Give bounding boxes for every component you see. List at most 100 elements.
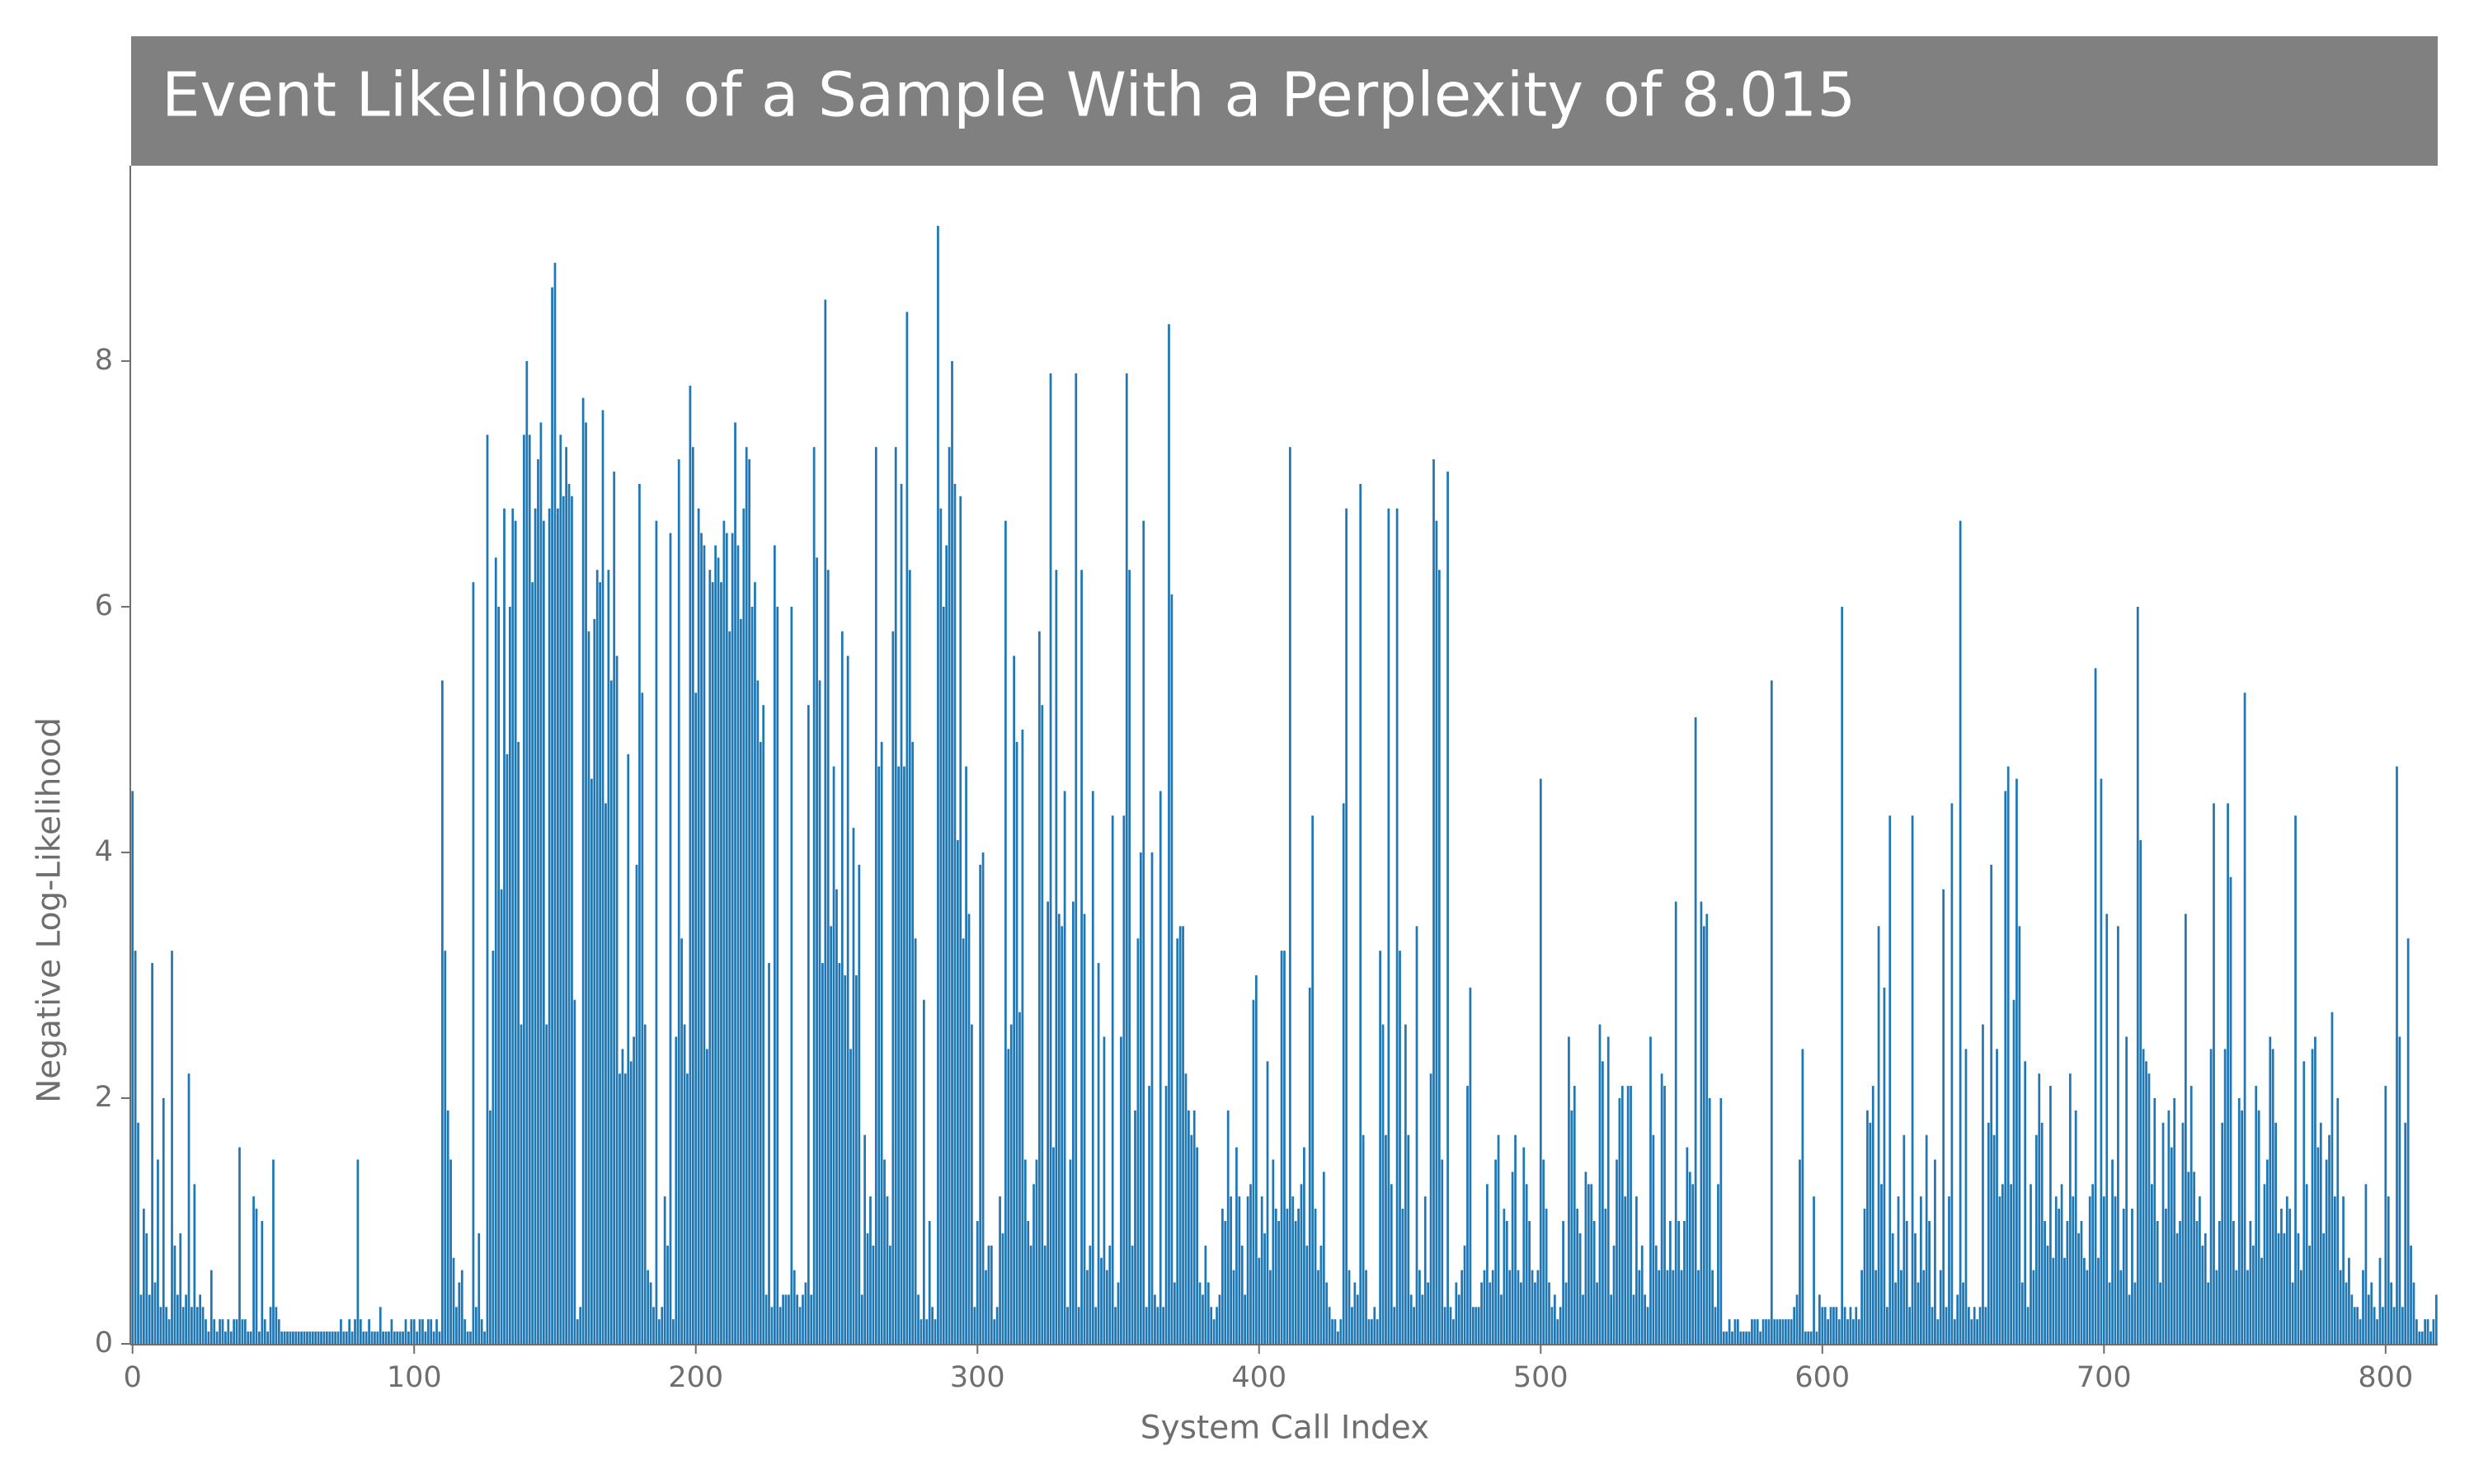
bar <box>368 1319 370 1344</box>
bar <box>740 618 742 1344</box>
bar <box>143 1209 145 1344</box>
bar <box>1226 1110 1230 1344</box>
bar <box>261 1220 264 1344</box>
bar <box>1801 1049 1804 1344</box>
bar <box>2150 1184 2153 1344</box>
bar <box>359 1319 362 1344</box>
bar <box>1297 1209 1300 1344</box>
bar <box>277 1319 280 1344</box>
bar <box>2145 1061 2147 1344</box>
bar <box>993 1319 996 1344</box>
bar <box>199 1294 202 1344</box>
bar <box>1027 1220 1030 1344</box>
bar <box>444 951 447 1344</box>
bar <box>700 533 703 1344</box>
bar <box>2398 1036 2401 1344</box>
bar <box>275 1307 278 1344</box>
bar <box>1274 1209 1277 1344</box>
bar <box>2187 1172 2190 1344</box>
bar <box>238 1147 241 1344</box>
bar <box>706 1049 708 1344</box>
bar <box>1097 963 1100 1344</box>
bar <box>432 1331 435 1344</box>
bar <box>1047 901 1049 1344</box>
bar <box>1423 1196 1427 1344</box>
bar <box>703 545 706 1344</box>
bar <box>2297 1233 2300 1344</box>
x-tick-label: 400 <box>1231 1361 1286 1394</box>
bar <box>1018 1012 1021 1344</box>
bar <box>2006 766 2010 1344</box>
bar <box>2232 1220 2235 1344</box>
bar <box>1531 1270 1534 1344</box>
bar <box>2364 1184 2368 1344</box>
bar <box>497 606 501 1344</box>
bar <box>404 1319 407 1344</box>
bar <box>472 582 475 1344</box>
bar <box>435 1319 438 1344</box>
bar <box>1688 1172 1691 1344</box>
bar <box>1553 1294 1556 1344</box>
bar <box>1142 520 1145 1344</box>
bar <box>1857 1319 1860 1344</box>
bar <box>1441 1159 1444 1344</box>
bar <box>1550 1307 1554 1344</box>
bar <box>571 495 573 1345</box>
bar <box>1649 1036 1652 1344</box>
bar <box>376 1331 379 1344</box>
bar <box>657 1319 661 1344</box>
bar <box>1089 1245 1092 1344</box>
bar <box>613 472 616 1344</box>
bar <box>207 1331 210 1344</box>
bar <box>1269 1270 1272 1344</box>
bar <box>1168 324 1170 1344</box>
bar <box>503 508 506 1344</box>
bar <box>788 1294 790 1344</box>
bar <box>2350 1294 2354 1344</box>
bar <box>553 262 557 1344</box>
bar <box>1049 373 1052 1344</box>
bar <box>717 557 720 1344</box>
bar <box>2038 1073 2041 1344</box>
bar <box>1038 631 1041 1344</box>
bar <box>190 1307 193 1344</box>
bar <box>1931 1307 1934 1344</box>
bar <box>2311 1049 2314 1344</box>
bar <box>523 434 525 1344</box>
bar <box>762 705 765 1344</box>
bar <box>1162 1307 1165 1344</box>
bar <box>1779 1319 1781 1344</box>
x-tick-label: 500 <box>1513 1361 1569 1394</box>
bar <box>350 1331 354 1344</box>
bar <box>1987 1122 1990 1344</box>
bar <box>1367 1319 1371 1344</box>
bar <box>647 1270 650 1344</box>
bar <box>1052 1147 1055 1344</box>
bar <box>1821 1307 1824 1344</box>
bar <box>601 410 604 1344</box>
bar <box>2165 1209 2167 1344</box>
bar <box>1990 864 1993 1344</box>
bar <box>928 1220 931 1344</box>
bar <box>810 1294 813 1344</box>
bar <box>1616 1159 1618 1344</box>
bar <box>816 557 818 1344</box>
bar <box>1745 1331 1747 1344</box>
bar <box>1846 1319 1849 1344</box>
bar <box>393 1331 396 1344</box>
bar <box>131 791 134 1344</box>
bar <box>1624 1196 1627 1344</box>
bar <box>1404 1024 1407 1344</box>
bar <box>663 1196 666 1344</box>
bar <box>900 483 903 1344</box>
bar <box>1536 1270 1540 1344</box>
bar <box>179 1233 182 1344</box>
bar <box>1500 1294 1503 1344</box>
bar <box>750 606 754 1344</box>
bar <box>1562 1220 1564 1344</box>
bar <box>446 1110 449 1344</box>
bar <box>2271 1049 2274 1344</box>
bar <box>1984 1307 1987 1344</box>
bar <box>858 864 861 1344</box>
